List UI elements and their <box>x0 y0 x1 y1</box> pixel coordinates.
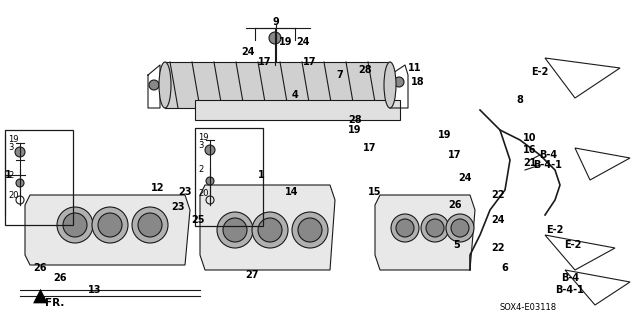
Ellipse shape <box>159 62 171 108</box>
Text: 8: 8 <box>516 95 524 105</box>
Text: 17: 17 <box>259 57 272 67</box>
Text: 17: 17 <box>448 150 461 160</box>
Text: 24: 24 <box>241 47 255 57</box>
Text: E-2: E-2 <box>564 240 582 250</box>
Circle shape <box>149 80 159 90</box>
Ellipse shape <box>384 62 396 108</box>
Text: 19: 19 <box>8 136 19 145</box>
Text: 24: 24 <box>458 173 472 183</box>
Circle shape <box>217 212 253 248</box>
Text: 1: 1 <box>259 170 265 180</box>
Text: B-4-1: B-4-1 <box>534 160 563 170</box>
Text: 4: 4 <box>292 90 298 100</box>
Text: 18: 18 <box>411 77 425 87</box>
Text: 26: 26 <box>448 200 461 210</box>
Text: 22: 22 <box>492 243 505 253</box>
Circle shape <box>15 147 25 157</box>
Polygon shape <box>25 195 190 265</box>
Text: 21: 21 <box>524 158 537 168</box>
Text: SOX4-E03118: SOX4-E03118 <box>500 302 557 311</box>
Text: B-4: B-4 <box>539 150 557 160</box>
Text: 19: 19 <box>198 132 209 142</box>
Text: 26: 26 <box>33 263 47 273</box>
Bar <box>5 130 73 225</box>
Text: 7: 7 <box>337 70 344 80</box>
Circle shape <box>426 219 444 237</box>
Circle shape <box>391 214 419 242</box>
Text: 23: 23 <box>179 187 192 197</box>
Text: 14: 14 <box>285 187 299 197</box>
Text: 25: 25 <box>191 215 205 225</box>
Circle shape <box>92 207 128 243</box>
Polygon shape <box>195 100 400 120</box>
Text: 3: 3 <box>198 140 204 150</box>
Text: 17: 17 <box>364 143 377 153</box>
Text: 27: 27 <box>245 270 259 280</box>
Text: 19: 19 <box>348 125 362 135</box>
Circle shape <box>206 177 214 185</box>
Text: 2: 2 <box>198 166 204 174</box>
Text: 19: 19 <box>438 130 452 140</box>
Text: 11: 11 <box>408 63 422 73</box>
Text: 24: 24 <box>296 37 310 47</box>
Circle shape <box>252 212 288 248</box>
Circle shape <box>396 219 414 237</box>
Text: 3: 3 <box>8 144 13 152</box>
Polygon shape <box>375 195 475 270</box>
Text: 24: 24 <box>492 215 505 225</box>
Polygon shape <box>200 185 335 270</box>
Circle shape <box>298 218 322 242</box>
Text: 16: 16 <box>524 145 537 155</box>
Circle shape <box>446 214 474 242</box>
Text: 2: 2 <box>8 170 13 180</box>
Circle shape <box>132 207 168 243</box>
Polygon shape <box>165 62 390 108</box>
Circle shape <box>394 77 404 87</box>
Text: E-2: E-2 <box>531 67 548 77</box>
Circle shape <box>292 212 328 248</box>
Circle shape <box>421 214 449 242</box>
Text: 19: 19 <box>279 37 292 47</box>
Bar <box>195 128 263 226</box>
Text: 12: 12 <box>151 183 164 193</box>
Circle shape <box>57 207 93 243</box>
Text: 6: 6 <box>502 263 508 273</box>
Text: FR.: FR. <box>45 298 65 308</box>
Text: 20: 20 <box>8 190 19 199</box>
Circle shape <box>138 213 162 237</box>
Text: 17: 17 <box>303 57 317 67</box>
Text: B-4-1: B-4-1 <box>556 285 584 295</box>
Text: 10: 10 <box>524 133 537 143</box>
Text: 9: 9 <box>273 17 280 27</box>
Text: E-2: E-2 <box>547 225 564 235</box>
Text: 28: 28 <box>348 115 362 125</box>
Text: 26: 26 <box>53 273 67 283</box>
Circle shape <box>98 213 122 237</box>
Text: B-4: B-4 <box>561 273 579 283</box>
Text: 23: 23 <box>172 202 185 212</box>
Circle shape <box>223 218 247 242</box>
Circle shape <box>451 219 469 237</box>
Text: 28: 28 <box>358 65 372 75</box>
Text: 15: 15 <box>368 187 381 197</box>
Circle shape <box>269 32 281 44</box>
Text: ▲: ▲ <box>33 286 47 305</box>
Text: 22: 22 <box>492 190 505 200</box>
Text: 13: 13 <box>88 285 102 295</box>
Circle shape <box>16 179 24 187</box>
Text: 5: 5 <box>454 240 460 250</box>
Circle shape <box>205 145 215 155</box>
Circle shape <box>63 213 87 237</box>
Text: 20: 20 <box>198 189 209 197</box>
Text: 1: 1 <box>5 170 12 180</box>
Circle shape <box>258 218 282 242</box>
